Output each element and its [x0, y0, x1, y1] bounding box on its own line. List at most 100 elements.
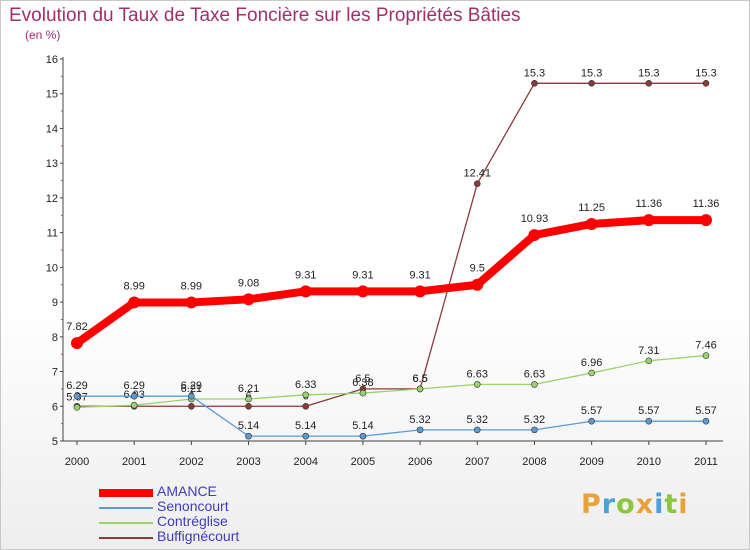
data-label: 5.14 — [352, 420, 373, 432]
y-tick-label: 13 — [46, 158, 58, 170]
data-label: 5.57 — [638, 405, 659, 417]
data-label: 15.3 — [638, 67, 659, 79]
data-label: 9.08 — [238, 277, 259, 289]
data-point — [130, 401, 138, 409]
data-label: 15.3 — [581, 67, 602, 79]
data-point — [473, 180, 481, 187]
x-tick-label: 2002 — [179, 456, 203, 468]
y-tick-label: 8 — [52, 332, 58, 344]
data-point — [416, 426, 424, 434]
data-label: 6.29 — [66, 380, 87, 392]
legend-swatch — [99, 537, 153, 539]
legend-label: AMANCE — [157, 483, 217, 499]
legend-label: Contréglise — [157, 513, 228, 529]
y-tick-label: 14 — [46, 123, 58, 135]
data-point — [531, 381, 538, 388]
data-point — [702, 417, 710, 425]
x-tick-label: 2010 — [637, 456, 661, 468]
data-point — [585, 217, 598, 230]
series-line-2 — [76, 354, 707, 408]
data-point — [645, 357, 653, 365]
data-point — [473, 426, 481, 434]
data-label: 9.31 — [409, 269, 430, 281]
data-point — [531, 426, 538, 434]
data-label: 6.96 — [581, 357, 602, 369]
data-point — [359, 432, 367, 440]
data-label: 11.36 — [693, 198, 720, 210]
data-label: 8.99 — [123, 280, 144, 292]
data-point — [71, 337, 83, 350]
data-point — [645, 417, 653, 425]
logo-letter: P — [581, 489, 602, 520]
legend-swatch — [99, 507, 153, 509]
data-label: 8.99 — [181, 280, 202, 292]
data-point — [642, 214, 655, 227]
legend-label: Senoncourt — [157, 498, 229, 514]
data-point — [302, 391, 310, 399]
y-tick-label: 10 — [46, 262, 58, 274]
data-label: 5.32 — [524, 414, 545, 426]
data-point — [645, 80, 653, 87]
data-label: 5.14 — [238, 420, 259, 432]
data-point — [73, 392, 81, 400]
data-label: 15.3 — [695, 67, 716, 79]
x-tick-label: 2000 — [65, 456, 89, 468]
series-line-0 — [73, 216, 710, 348]
data-point — [299, 285, 312, 298]
data-point — [356, 285, 369, 298]
proxiti-logo: Proxiti — [581, 489, 689, 520]
series-line-1 — [76, 395, 707, 437]
data-label: 6.33 — [295, 379, 316, 391]
data-point — [73, 404, 81, 411]
logo-letter: o — [616, 489, 636, 520]
data-label: 6.5 — [412, 373, 427, 385]
x-tick-label: 2001 — [122, 456, 146, 468]
data-point — [528, 229, 541, 242]
data-point — [128, 296, 141, 309]
data-label: 5.32 — [467, 414, 488, 426]
data-point — [473, 381, 481, 388]
data-label: 5.57 — [695, 405, 716, 417]
data-point — [588, 417, 595, 425]
data-label: 9.31 — [352, 269, 373, 281]
y-tick-label: 16 — [46, 54, 58, 66]
legend-label: Buffignécourt — [157, 528, 240, 544]
x-tick-label: 2007 — [465, 456, 489, 468]
x-tick-label: 2006 — [408, 456, 432, 468]
y-tick-label: 5 — [52, 436, 58, 448]
logo-letter: r — [601, 489, 617, 520]
x-tick-label: 2005 — [351, 456, 375, 468]
data-point — [302, 432, 310, 440]
data-label: 9.31 — [295, 269, 316, 281]
x-tick-label: 2004 — [293, 456, 317, 468]
data-label: 12.41 — [464, 168, 492, 180]
data-label: 9.5 — [470, 263, 485, 275]
data-point — [188, 402, 195, 410]
chart-title: Evolution du Taux de Taxe Foncière sur l… — [9, 5, 521, 26]
data-label: 7.82 — [66, 321, 87, 333]
data-point — [245, 432, 252, 440]
data-label: 5.57 — [581, 405, 602, 417]
data-point — [359, 389, 367, 397]
data-label: 7.31 — [638, 345, 659, 357]
y-tick-label: 9 — [52, 297, 58, 309]
data-label: 7.46 — [695, 340, 716, 352]
data-label: 10.93 — [521, 213, 549, 225]
data-label: 5.32 — [409, 414, 430, 426]
data-label: 6.38 — [352, 377, 373, 389]
logo-letter: t — [664, 489, 679, 520]
data-label: 5.14 — [295, 420, 316, 432]
data-point — [242, 293, 255, 306]
data-label: 6.21 — [181, 383, 202, 395]
data-point — [130, 392, 138, 400]
y-tick-label: 15 — [46, 89, 58, 101]
data-label: 11.25 — [578, 202, 605, 214]
data-point — [414, 285, 427, 298]
data-point — [188, 392, 195, 400]
x-tick-label: 2003 — [236, 456, 260, 468]
data-label: 6.63 — [524, 368, 545, 380]
data-point — [245, 402, 252, 410]
logo-letter: x — [635, 489, 655, 520]
